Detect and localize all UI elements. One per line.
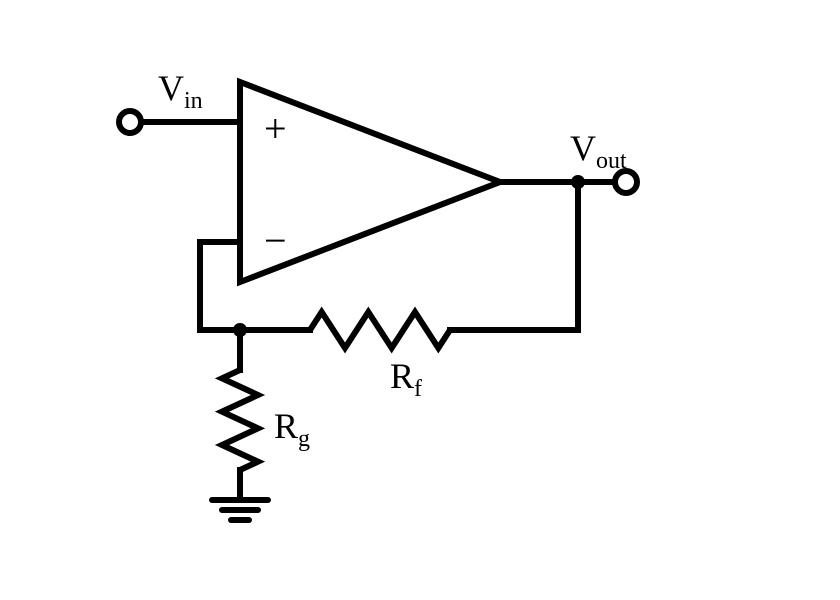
vin-terminal [119,111,141,133]
label-vout: Vout [570,128,627,174]
label-layer: + − Vin Vout Rf Rg [158,68,627,452]
vout-terminal [615,171,637,193]
opamp-minus-label: − [264,218,287,263]
label-rf: Rf [390,356,422,402]
label-vin: Vin [158,68,203,114]
wire-feedback-right [450,182,578,330]
wire-rf-to-inv [200,242,240,330]
opamp-plus-label: + [264,106,287,151]
opamp-noninverting-schematic: + − Vin Vout Rf Rg [0,0,840,600]
resistor-rf [310,312,450,348]
label-rg: Rg [274,406,310,452]
node-rf-rg [233,323,247,337]
resistor-rg [222,370,258,470]
node-output-tap [571,175,585,189]
component-layer [119,82,637,520]
